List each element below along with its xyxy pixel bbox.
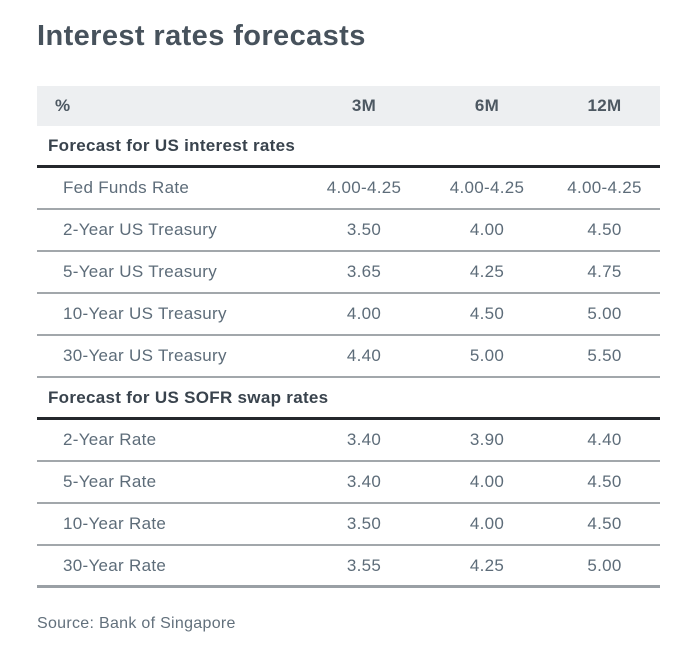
row-label: 30-Year US Treasury bbox=[63, 346, 227, 365]
value-cell: 4.50 bbox=[587, 514, 622, 533]
page-title: Interest rates forecasts bbox=[37, 20, 366, 52]
value-cell: 4.50 bbox=[587, 472, 622, 491]
value-cell: 4.00 bbox=[469, 514, 505, 533]
value-cell: 3.65 bbox=[346, 262, 382, 281]
table-row: 2-Year Rate 3.40 3.90 4.40 bbox=[37, 420, 660, 462]
value-cell: 3.50 bbox=[346, 220, 382, 239]
value-cell: 5.00 bbox=[587, 304, 622, 323]
value-cell: 4.40 bbox=[587, 430, 622, 449]
column-header-12m: 12M bbox=[587, 96, 622, 115]
value-cell: 4.75 bbox=[587, 262, 622, 281]
table-row: 30-Year Rate 3.55 4.25 5.00 bbox=[37, 546, 660, 588]
table-row: 10-Year Rate 3.50 4.00 4.50 bbox=[37, 504, 660, 546]
row-label: 5-Year US Treasury bbox=[63, 262, 218, 281]
table-row: 2-Year US Treasury 3.50 4.00 4.50 bbox=[37, 210, 660, 252]
row-label: 2-Year Rate bbox=[63, 430, 157, 449]
value-cell: 3.40 bbox=[346, 430, 382, 449]
value-cell: 4.00-4.25 bbox=[567, 178, 642, 197]
row-label: 2-Year US Treasury bbox=[63, 220, 218, 239]
table-row: 10-Year US Treasury 4.00 4.50 5.00 bbox=[37, 294, 660, 336]
value-cell: 3.55 bbox=[346, 555, 382, 575]
row-label: 10-Year Rate bbox=[63, 514, 167, 533]
row-label: 10-Year US Treasury bbox=[63, 304, 227, 323]
value-cell: 4.50 bbox=[587, 220, 622, 239]
value-cell: 4.00 bbox=[346, 304, 382, 323]
value-cell: 5.00 bbox=[587, 555, 622, 575]
table-row: 30-Year US Treasury 4.40 5.00 5.50 bbox=[37, 336, 660, 378]
section-title: Forecast for US interest rates bbox=[48, 135, 296, 155]
value-cell: 4.25 bbox=[469, 555, 505, 575]
value-cell: 3.90 bbox=[469, 430, 505, 449]
section-header-us-sofr-swap-rates: Forecast for US SOFR swap rates bbox=[37, 378, 660, 420]
column-header-unit: % bbox=[55, 96, 71, 115]
table-header-row: % 3M 6M 12M bbox=[37, 86, 660, 126]
value-cell: 4.25 bbox=[469, 262, 505, 281]
section-header-us-interest-rates: Forecast for US interest rates bbox=[37, 126, 660, 168]
row-label: Fed Funds Rate bbox=[63, 178, 190, 197]
value-cell: 4.00 bbox=[469, 472, 505, 491]
value-cell: 4.40 bbox=[346, 346, 382, 365]
table-row: 5-Year US Treasury 3.65 4.25 4.75 bbox=[37, 252, 660, 294]
table-row: 5-Year Rate 3.40 4.00 4.50 bbox=[37, 462, 660, 504]
table-row: Fed Funds Rate 4.00-4.25 4.00-4.25 4.00-… bbox=[37, 168, 660, 210]
value-cell: 3.50 bbox=[346, 514, 382, 533]
value-cell: 5.00 bbox=[469, 346, 505, 365]
value-cell: 4.00-4.25 bbox=[326, 178, 402, 197]
value-cell: 4.50 bbox=[469, 304, 505, 323]
row-label: 30-Year Rate bbox=[63, 555, 167, 575]
value-cell: 4.00 bbox=[469, 220, 505, 239]
value-cell: 3.40 bbox=[346, 472, 382, 491]
value-cell: 4.00-4.25 bbox=[449, 178, 525, 197]
row-label: 5-Year Rate bbox=[63, 472, 157, 491]
interest-rates-forecast-table: % 3M 6M 12M Forecast for US interest rat… bbox=[37, 86, 660, 588]
column-header-6m: 6M bbox=[474, 96, 500, 115]
value-cell: 5.50 bbox=[587, 346, 622, 365]
column-header-3m: 3M bbox=[351, 96, 377, 115]
source-note: Source: Bank of Singapore bbox=[37, 615, 236, 632]
section-title: Forecast for US SOFR swap rates bbox=[48, 387, 329, 407]
